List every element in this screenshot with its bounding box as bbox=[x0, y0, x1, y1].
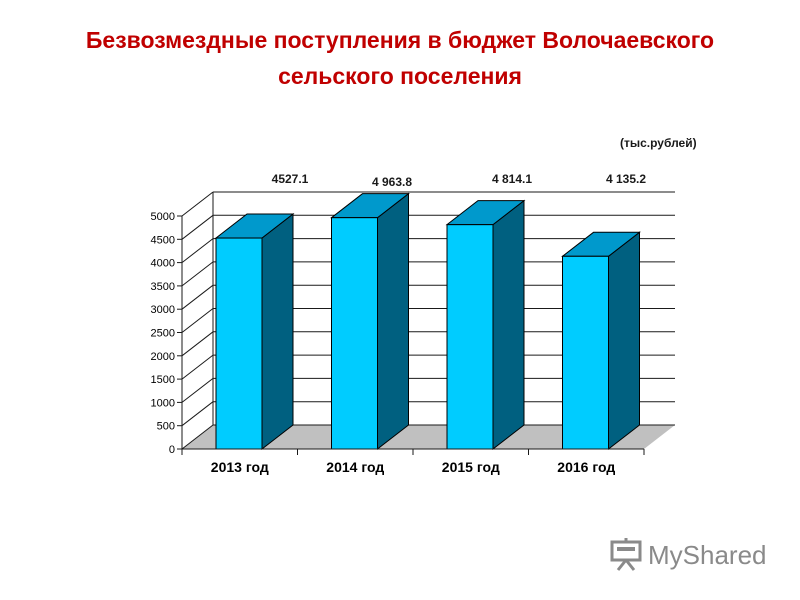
y-tick-label-3: 1500 bbox=[151, 374, 175, 386]
y-tick-label-6: 3000 bbox=[151, 304, 175, 316]
x-tick-label-2: 2015 год bbox=[442, 459, 500, 475]
value-label-0: 4527.1 bbox=[271, 172, 309, 186]
value-label-1: 4 963.8 bbox=[371, 175, 413, 189]
gridline-depth-4 bbox=[181, 331, 214, 357]
value-label-3: 4 135.2 bbox=[605, 172, 647, 186]
x-tick-label-1: 2014 год bbox=[326, 459, 384, 475]
bar-side-2 bbox=[492, 199, 525, 451]
gridline-depth-9 bbox=[181, 214, 214, 240]
watermark: MyShared bbox=[610, 538, 767, 571]
chart-title: Безвозмездные поступления в бюджет Волоч… bbox=[85, 27, 715, 89]
x-tick-label-3: 2016 год bbox=[557, 459, 615, 475]
y-tick-label-10: 5000 bbox=[151, 211, 175, 223]
gridline-depth-8 bbox=[181, 238, 214, 263]
y-tick-label-2: 1000 bbox=[151, 397, 175, 409]
bar-2 bbox=[446, 224, 494, 450]
watermark-text: MyShared bbox=[648, 540, 767, 570]
y-tick-label-0: 0 bbox=[169, 444, 175, 456]
gridline-depth-3 bbox=[181, 354, 214, 380]
gridline-depth-6 bbox=[181, 284, 214, 310]
y-tick-label-1: 500 bbox=[157, 421, 175, 433]
gridline-depth-2 bbox=[181, 378, 214, 403]
gridline-depth-1 bbox=[181, 401, 214, 427]
bar-side-0 bbox=[261, 213, 294, 451]
x-tick-label-0: 2013 год bbox=[211, 459, 269, 475]
bar-3 bbox=[562, 255, 609, 450]
bar-0 bbox=[215, 237, 263, 450]
presentation-board-icon bbox=[610, 538, 642, 571]
y-tick-label-8: 4000 bbox=[151, 258, 175, 270]
chart-floor bbox=[182, 425, 675, 449]
y-tick-label-5: 2500 bbox=[151, 328, 175, 340]
gridline-depth-7 bbox=[181, 261, 214, 287]
gridline-depth-10 bbox=[181, 191, 214, 217]
bar-side-1 bbox=[377, 192, 409, 451]
y-tick-label-9: 4500 bbox=[151, 234, 175, 246]
gridline-depth-5 bbox=[181, 308, 214, 333]
y-tick-label-7: 3500 bbox=[151, 281, 175, 293]
unit-label: (тыс.рублей) bbox=[620, 136, 697, 150]
value-label-2: 4 814.1 bbox=[491, 172, 533, 186]
gridline-depth-0 bbox=[181, 424, 214, 450]
y-tick-label-4: 2000 bbox=[151, 351, 175, 363]
bar-side-3 bbox=[608, 231, 640, 451]
bar-1 bbox=[331, 217, 378, 450]
